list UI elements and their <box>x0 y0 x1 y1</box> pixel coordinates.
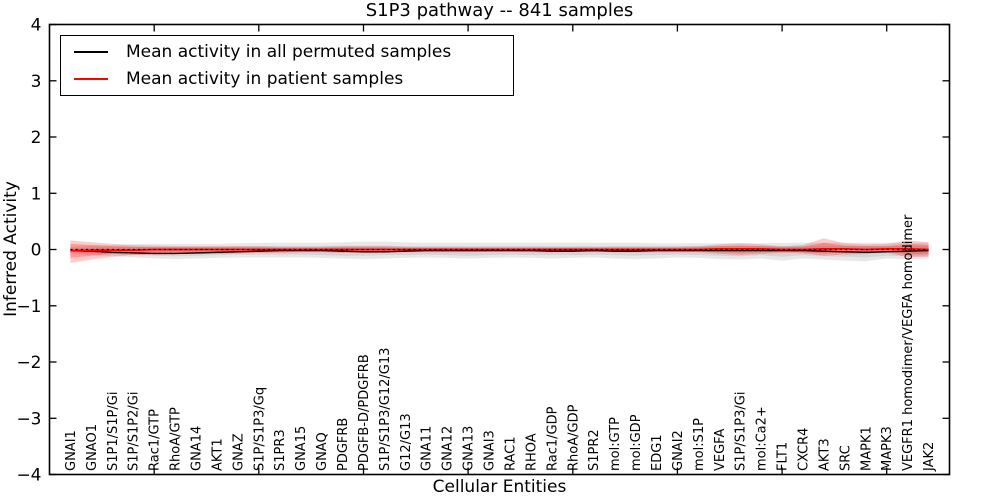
y-tick-label: 3 <box>31 72 42 92</box>
x-category-label: S1P/S1P3/G12/G13 <box>378 348 393 471</box>
x-category-label: RAC1 <box>504 436 519 471</box>
x-category-label: S1P/S1P3/Gq <box>252 387 267 471</box>
x-category-label: GNAI3 <box>483 430 498 471</box>
y-tick-label: −2 <box>16 353 41 373</box>
legend-label-patient: Mean activity in patient samples <box>126 69 404 90</box>
x-category-label: PDGFB-D/PDGFRB <box>357 354 372 471</box>
x-category-label: GNAZ <box>231 433 246 471</box>
x-category-label: CXCR4 <box>797 428 812 471</box>
x-category-label: SRC <box>838 445 853 471</box>
patient-mean-line <box>70 247 929 252</box>
x-category-label: Rac1/GTP <box>148 409 163 471</box>
x-category-label: MAPK3 <box>880 426 895 471</box>
y-tick-label: 0 <box>31 241 42 261</box>
x-category-label: RhoA/GTP <box>169 407 184 471</box>
patient-line-swatch-icon <box>74 78 108 81</box>
x-category-label: AKT3 <box>817 438 832 471</box>
y-tick-label: 2 <box>31 128 42 148</box>
x-category-label: GNA12 <box>441 426 456 471</box>
y-tick-label: −1 <box>16 297 41 317</box>
x-category-label: GNAI2 <box>671 430 686 471</box>
y-tick-label: 4 <box>31 16 42 36</box>
permuted-mean-line <box>70 249 929 255</box>
y-tick-label: 1 <box>31 184 42 204</box>
x-category-label: RHOA <box>524 433 539 471</box>
x-category-label: S1P1/S1P/Gi <box>106 392 121 471</box>
x-category-label: mol:GTP <box>608 417 623 471</box>
x-category-label: Rac1/GDP <box>545 406 560 471</box>
chart-title: S1P3 pathway -- 841 samples <box>365 0 634 21</box>
x-category-label: RhoA/GDP <box>566 404 581 471</box>
x-axis-label: Cellular Entities <box>432 477 567 497</box>
permuted-outer-band <box>70 241 929 262</box>
x-category-label: AKT1 <box>210 438 225 471</box>
x-category-label: GNA15 <box>294 426 309 471</box>
x-category-label: EDG1 <box>650 434 665 471</box>
x-category-label: S1P/S1P3/Gi <box>734 392 749 471</box>
y-tick-label: −4 <box>16 466 41 486</box>
x-category-label: GNA13 <box>462 426 477 471</box>
legend-row-patient: Mean activity in patient samples <box>61 67 513 91</box>
x-category-label: VEGFA <box>713 429 728 471</box>
x-category-label: S1PR2 <box>587 429 602 471</box>
x-category-label: mol:Ca2+ <box>755 406 770 471</box>
x-category-label: GNAO1 <box>85 424 100 471</box>
x-category-label: mol:S1P <box>692 418 707 471</box>
x-category-label: PDGFRB <box>336 418 351 471</box>
x-category-label: mol:GDP <box>629 414 644 471</box>
x-category-label: GNA14 <box>190 426 205 471</box>
x-category-label: JAK2 <box>922 442 937 472</box>
legend-label-permuted: Mean activity in all permuted samples <box>126 41 452 62</box>
x-category-label: S1P/S1P2/Gi <box>127 392 142 471</box>
x-category-label: S1PR3 <box>273 429 288 471</box>
legend: Mean activity in all permuted samples Me… <box>60 35 514 96</box>
x-category-label: GNAI1 <box>64 430 79 471</box>
x-category-label: G12/G13 <box>399 413 414 471</box>
legend-row-permuted: Mean activity in all permuted samples <box>61 40 513 64</box>
x-category-label: GNA11 <box>420 426 435 471</box>
x-category-label: VEGFR1 homodimer/VEGFA homodimer <box>901 214 916 471</box>
y-tick-label: −3 <box>16 409 41 429</box>
x-category-label: GNAQ <box>315 432 330 471</box>
permuted-line-swatch-icon <box>74 50 108 53</box>
x-category-label: FLT1 <box>776 442 791 471</box>
y-axis-label: Inferred Activity <box>1 181 21 317</box>
x-category-label: MAPK1 <box>859 426 874 471</box>
